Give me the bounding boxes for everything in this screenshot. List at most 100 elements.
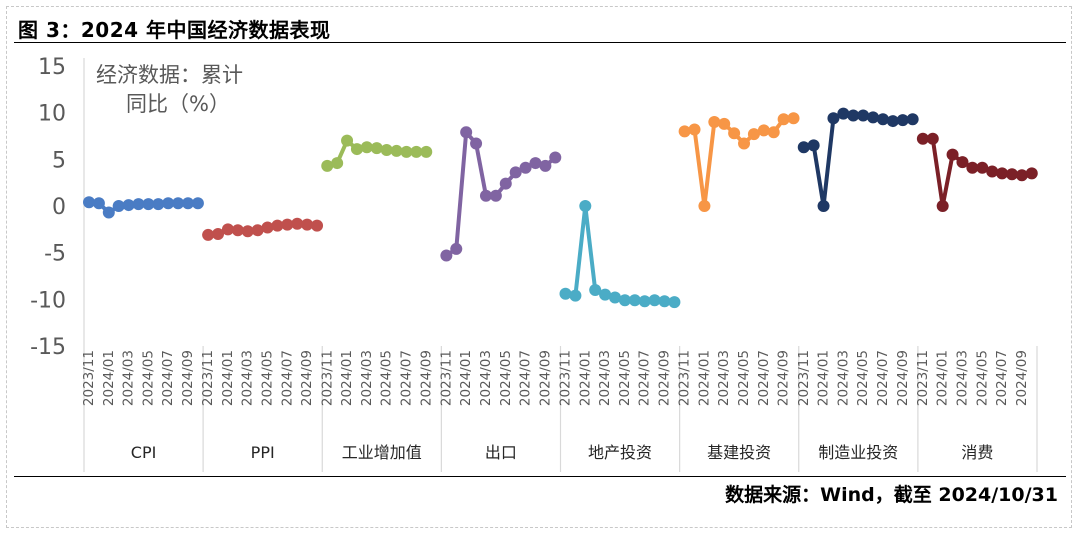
data-point (360, 141, 373, 154)
y-tick-label: 15 (38, 55, 66, 80)
data-point (251, 224, 264, 237)
x-tick-label: 2024/05 (855, 350, 871, 406)
data-point (509, 166, 522, 179)
source-divider (14, 476, 1066, 477)
data-point (390, 144, 403, 157)
x-tick-label: 2024/03 (954, 350, 970, 406)
x-tick-label: 2024/07 (160, 350, 176, 406)
x-tick-label: 2024/03 (121, 350, 137, 406)
y-tick-label: -15 (30, 335, 66, 360)
x-tick-label: 2024/03 (478, 350, 494, 406)
x-tick-label: 2024/03 (716, 350, 732, 406)
x-tick-label: 2024/01 (935, 350, 951, 406)
data-point (797, 141, 810, 154)
data-point (460, 126, 473, 139)
x-tick-label: 2024/07 (994, 350, 1010, 406)
x-tick-label: 2024/01 (339, 350, 355, 406)
data-point (331, 157, 344, 170)
data-point (470, 137, 483, 150)
x-tick-label: 2023/11 (915, 350, 931, 406)
series-line (803, 111, 913, 208)
y-tick-label: -10 (30, 288, 66, 313)
data-point (599, 288, 612, 301)
data-point (1025, 167, 1038, 180)
data-point (757, 124, 770, 137)
data-point (728, 127, 741, 140)
data-point (440, 249, 453, 262)
data-point (539, 159, 552, 172)
data-point (410, 145, 423, 158)
data-point (896, 114, 909, 127)
x-tick-label: 2024/03 (240, 350, 256, 406)
x-tick-label: 2024/03 (835, 350, 851, 406)
figure-title: 图 3：2024 年中国经济数据表现 (18, 18, 331, 42)
data-point (1015, 169, 1028, 182)
y-axis-label: 经济数据：累计 (96, 63, 243, 87)
data-point (767, 126, 780, 139)
data-point (122, 199, 135, 212)
y-tick-label: 10 (38, 102, 66, 127)
category-label: PPI (251, 443, 275, 462)
x-tick-label: 2024/03 (597, 350, 613, 406)
data-point (886, 115, 899, 128)
category-label: CPI (131, 443, 157, 462)
data-point (857, 109, 870, 122)
data-point (172, 197, 185, 210)
category-label: 地产投资 (588, 443, 652, 462)
data-point (946, 148, 959, 161)
data-point (787, 112, 800, 125)
data-point (261, 221, 274, 234)
x-tick-label: 2023/11 (438, 350, 454, 406)
category-label: 消费 (961, 443, 993, 462)
x-tick-label: 2024/07 (398, 350, 414, 406)
x-tick-label: 2024/07 (756, 350, 772, 406)
data-point (152, 198, 165, 211)
x-tick-label: 2024/09 (657, 350, 673, 406)
data-point (271, 219, 284, 232)
data-point (817, 200, 830, 212)
x-tick-label: 2024/09 (418, 350, 434, 406)
x-tick-label: 2024/09 (299, 350, 315, 406)
data-point (212, 228, 225, 240)
x-tick-label: 2024/01 (101, 350, 117, 406)
data-point (738, 137, 751, 150)
y-tick-label: 5 (52, 148, 66, 173)
category-label: 工业增加值 (342, 443, 422, 462)
data-point (827, 112, 840, 125)
data-point (499, 177, 512, 190)
data-point (479, 189, 492, 202)
data-point (837, 107, 850, 120)
data-point (559, 287, 572, 300)
data-point (589, 284, 602, 296)
data-point (142, 198, 155, 211)
data-point (380, 144, 393, 156)
data-point (1005, 168, 1018, 181)
data-point (191, 197, 204, 210)
x-tick-label: 2024/01 (220, 350, 236, 406)
x-tick-label: 2023/11 (796, 350, 812, 406)
data-point (976, 161, 989, 174)
x-tick-label: 2024/03 (359, 350, 375, 406)
data-point (182, 197, 195, 210)
data-point (370, 142, 383, 155)
data-point (648, 294, 661, 307)
x-tick-label: 2023/11 (677, 350, 693, 406)
data-point (847, 109, 860, 122)
data-point (291, 217, 304, 230)
data-point (609, 291, 622, 304)
x-tick-label: 2024/07 (875, 350, 891, 406)
data-point (936, 200, 949, 212)
data-point (281, 218, 294, 231)
data-point (966, 161, 979, 174)
data-point (569, 289, 582, 302)
data-point (450, 242, 463, 255)
x-tick-label: 2024/05 (498, 350, 514, 406)
data-point (628, 294, 641, 307)
data-point (311, 219, 324, 232)
x-tick-label: 2024/05 (260, 350, 276, 406)
x-tick-label: 2024/09 (776, 350, 792, 406)
x-tick-label: 2024/09 (1014, 350, 1030, 406)
data-point (132, 198, 145, 211)
x-tick-label: 2024/09 (537, 350, 553, 406)
